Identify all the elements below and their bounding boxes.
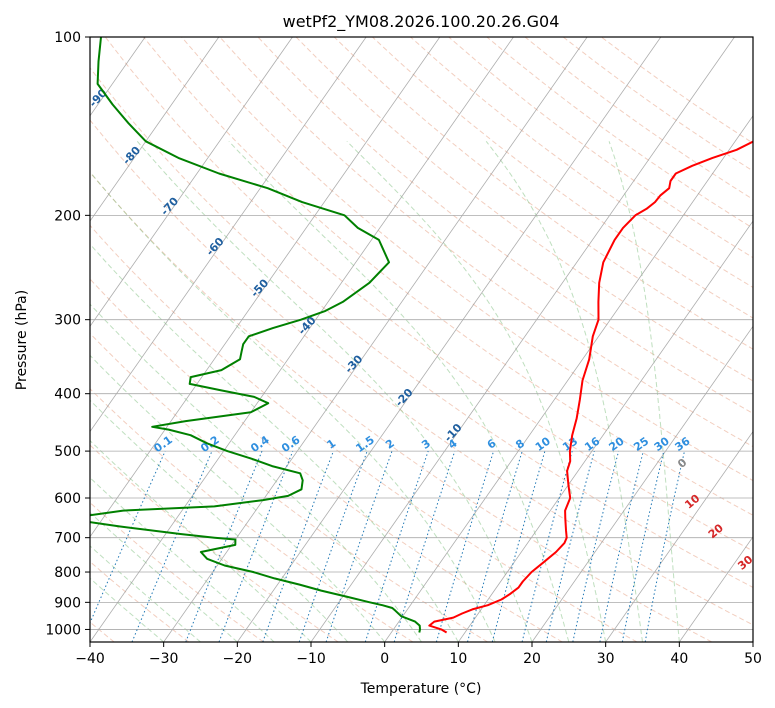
dry-adiabat-line (372, 37, 753, 319)
moist-adiabat-line (90, 173, 496, 642)
mixing-ratio-line (262, 450, 334, 642)
y-tick-label: 500 (54, 444, 81, 460)
isotherm-line (90, 37, 441, 538)
dry-adiabat-line (219, 37, 753, 448)
moist-adiabat-line (90, 303, 422, 642)
isotherm-line (90, 37, 514, 642)
y-tick-label: 1000 (45, 622, 81, 638)
dry-adiabat-line (333, 37, 753, 350)
background-lines (90, 37, 753, 642)
moist-adiabat-line (90, 511, 238, 642)
y-tick-label: 600 (54, 491, 81, 507)
isotherm-line (163, 37, 588, 642)
dry-adiabat-line (143, 37, 753, 516)
mixing-ratio-line (393, 450, 456, 642)
x-axis-label: Temperature (°C) (360, 681, 482, 697)
mixing-ratio-line (131, 450, 213, 642)
y-axis-ticks: 100 200 300 400 500 600 700 800 900 1000 (45, 30, 90, 638)
x-tick-label: 50 (744, 651, 762, 667)
mixing-ratio-line (185, 450, 263, 642)
sounding-profiles (90, 37, 753, 634)
mixing-ratio-line (467, 450, 523, 642)
mixing-ratio-line (599, 450, 644, 642)
x-tick-label: 20 (523, 651, 541, 667)
dry-adiabat-line (90, 119, 753, 626)
moist-adiabat-line (90, 577, 165, 642)
dry-adiabat-line (90, 332, 488, 642)
dry-adiabat-line (90, 171, 712, 642)
dry-adiabat-line (181, 37, 753, 482)
y-tick-label: 100 (54, 30, 81, 46)
x-tick-label: 0 (380, 651, 389, 667)
y-tick-label: 800 (54, 565, 81, 581)
isotherm-line (90, 37, 367, 433)
isotherm-line (531, 325, 753, 642)
x-tick-label: −30 (149, 651, 179, 667)
dry-adiabat-line (295, 37, 753, 382)
plot-frame (89, 36, 754, 643)
dewpoint-profile-line (90, 37, 421, 633)
x-tick-label: 10 (449, 651, 467, 667)
x-tick-label: −10 (296, 651, 326, 667)
y-axis-label: Pressure (hPa) (14, 290, 30, 390)
isotherm-line (458, 220, 753, 642)
temperature-profile-line (428, 140, 753, 634)
mixing-ratio-line (572, 450, 620, 642)
mixing-ratio-line (218, 450, 294, 642)
y-tick-label: 700 (54, 531, 81, 547)
y-tick-label: 900 (54, 595, 81, 611)
dry-adiabat-line (90, 67, 753, 588)
moist-adiabat-line (90, 545, 201, 642)
x-tick-label: −40 (75, 651, 105, 667)
x-tick-label: 30 (597, 651, 615, 667)
mixing-ratio-line (491, 450, 546, 642)
x-axis-ticks: −40 −30 −20 −10 0 10 20 30 40 50 (75, 642, 762, 667)
isotherm-line (90, 37, 293, 327)
isotherm-line (605, 430, 753, 642)
mixing-ratio-line (90, 450, 166, 625)
x-tick-label: −20 (223, 651, 253, 667)
dry-adiabat-line (90, 560, 190, 642)
isotherm-line (384, 115, 753, 642)
moist-adiabat-line (90, 477, 275, 642)
chart-title: wetPf2_YM08.2026.100.20.26.G04 (283, 12, 560, 32)
isotherm-line (310, 37, 735, 642)
dry-adiabat-line (90, 278, 563, 642)
moist-adiabat-line (90, 399, 349, 642)
isotherm-line (237, 37, 662, 642)
mixing-ratio-line (435, 450, 495, 642)
moist-adiabat-line (90, 354, 386, 642)
y-tick-label: 200 (54, 208, 81, 224)
mixing-ratio-line (545, 450, 595, 642)
y-tick-label: 300 (54, 313, 81, 329)
mixing-ratio-line (298, 450, 368, 642)
mixing-ratio-line (325, 450, 393, 642)
x-tick-label: 40 (670, 651, 688, 667)
moist-adiabat-line (90, 243, 459, 642)
isotherm-line (90, 37, 220, 222)
isotherm-line (679, 536, 753, 642)
mixing-ratio-line (364, 450, 429, 642)
y-tick-label: 400 (54, 387, 81, 403)
